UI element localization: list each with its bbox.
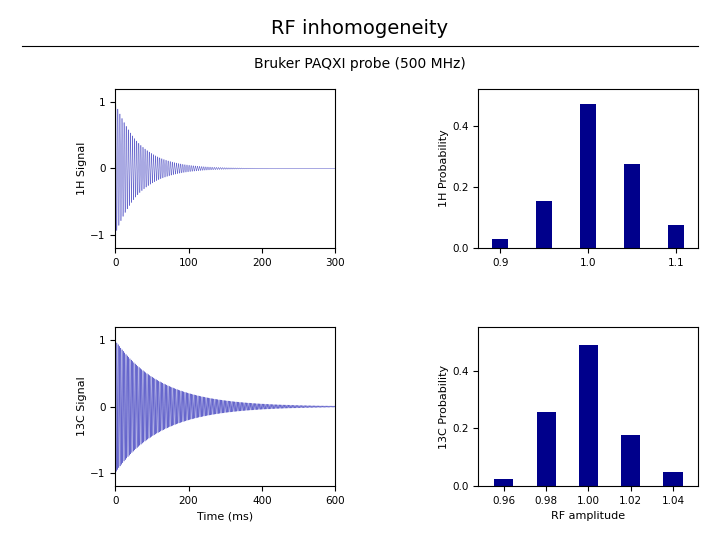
Bar: [536, 413, 556, 486]
Bar: [536, 200, 552, 248]
Y-axis label: 1H Signal: 1H Signal: [77, 142, 87, 195]
Y-axis label: 13C Probability: 13C Probability: [439, 364, 449, 449]
Bar: [664, 471, 683, 486]
Bar: [668, 225, 684, 248]
Text: Bruker PAQXI probe (500 MHz): Bruker PAQXI probe (500 MHz): [254, 57, 466, 71]
Bar: [492, 239, 508, 248]
X-axis label: Time (ms): Time (ms): [197, 511, 253, 521]
Text: RF inhomogeneity: RF inhomogeneity: [271, 19, 449, 38]
Y-axis label: 13C Signal: 13C Signal: [77, 377, 87, 436]
Bar: [624, 164, 640, 248]
Bar: [621, 435, 640, 486]
Bar: [579, 345, 598, 486]
X-axis label: RF amplitude: RF amplitude: [552, 511, 626, 521]
Y-axis label: 1H Probability: 1H Probability: [439, 130, 449, 207]
Bar: [580, 104, 596, 248]
Bar: [494, 479, 513, 486]
